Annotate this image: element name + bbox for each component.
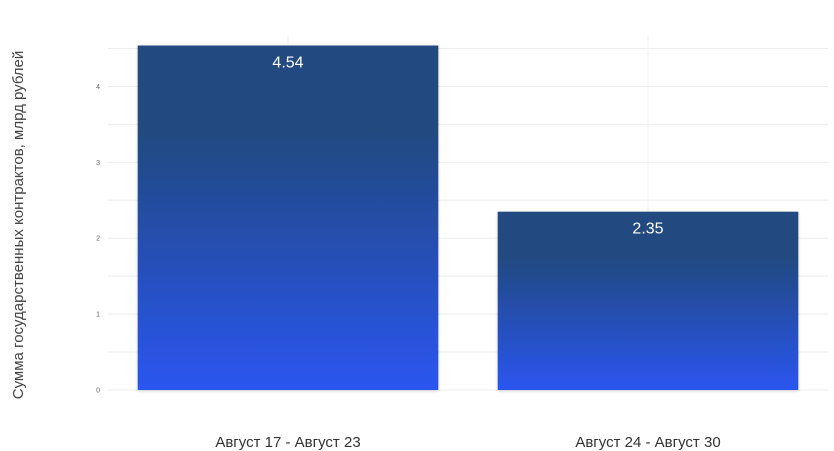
bar-value-label: 2.35 (632, 221, 663, 238)
bars (137, 45, 799, 390)
bar-value-label: 4.54 (272, 55, 303, 72)
y-tick-label: 4 (96, 84, 100, 91)
y-tick-label: 2 (96, 236, 100, 243)
y-tick-label: 0 (96, 388, 100, 395)
y-axis-ticks: 0 1 2 3 4 (96, 84, 100, 395)
data-labels: 4.54 2.35 (272, 55, 663, 238)
x-category-label: Август 24 - Август 30 (575, 434, 720, 451)
y-axis-label: Сумма государственных контрактов, млрд р… (10, 51, 27, 399)
y-tick-label: 1 (96, 312, 100, 319)
bar (137, 45, 439, 390)
x-axis-labels: Август 17 - Август 23 Август 24 - Август … (215, 434, 720, 451)
y-tick-label: 3 (96, 160, 100, 167)
bar (497, 211, 799, 390)
x-category-label: Август 17 - Август 23 (215, 434, 360, 451)
